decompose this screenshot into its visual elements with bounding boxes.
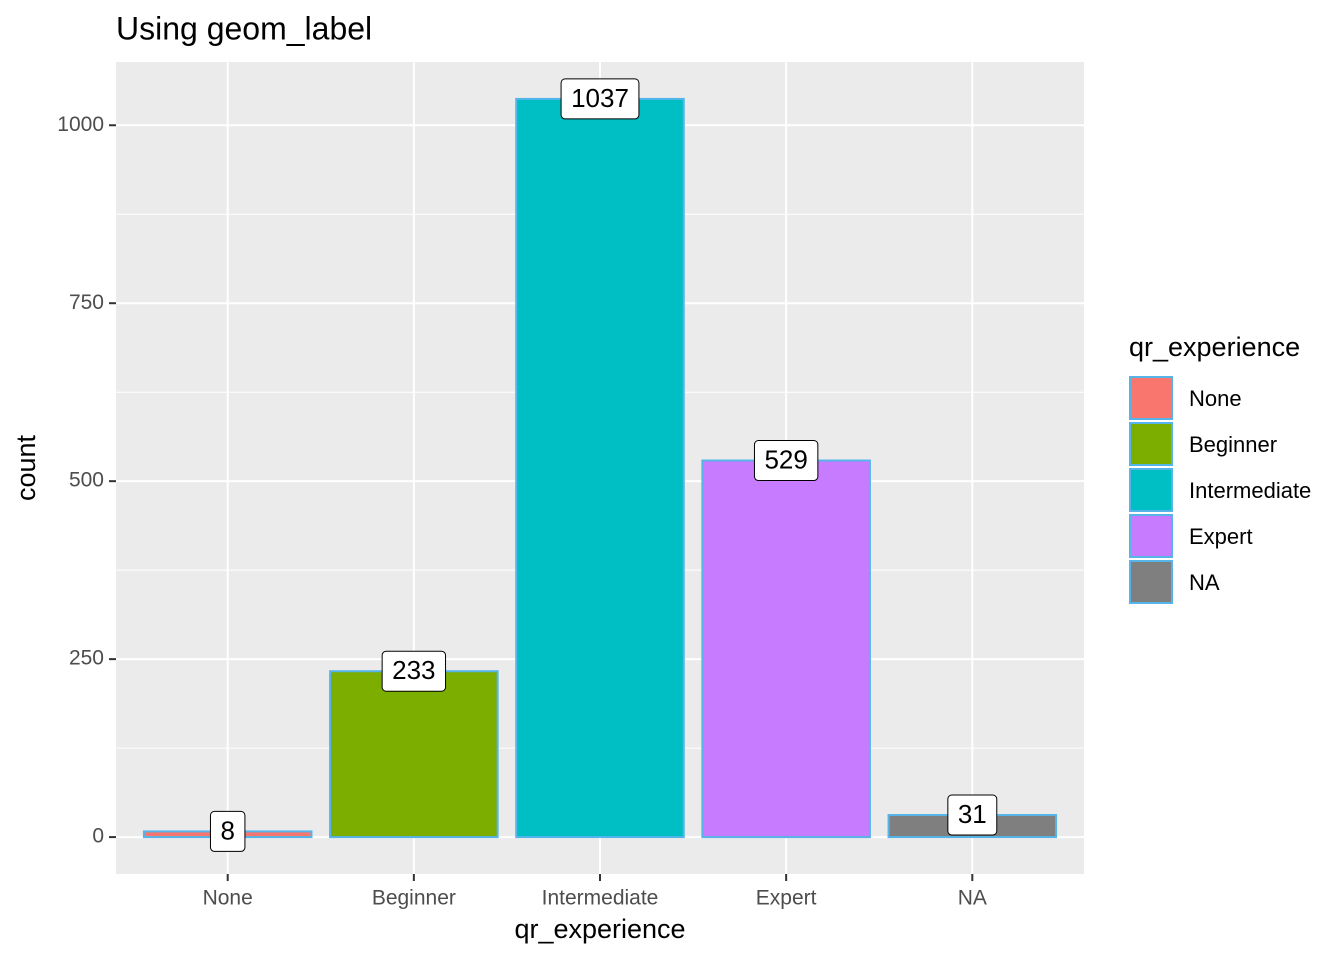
y-tick-label: 250 [69, 647, 104, 670]
y-tick-label: 500 [69, 469, 104, 492]
value-label: 233 [392, 655, 435, 685]
legend-label: NA [1189, 570, 1220, 595]
value-label-box [560, 78, 640, 120]
legend-key [1129, 514, 1173, 558]
legend-label: Intermediate [1189, 478, 1311, 503]
y-tick-label: 1000 [57, 113, 104, 136]
legend-label: Beginner [1189, 432, 1277, 457]
x-axis-label: qr_experience [514, 914, 685, 944]
legend-title: qr_experience [1129, 332, 1300, 362]
x-tick-label: Expert [756, 887, 817, 910]
value-label-box [209, 810, 246, 852]
value-label-box [381, 650, 447, 692]
value-label: 31 [958, 799, 987, 829]
x-tick-label: Intermediate [542, 887, 659, 910]
bar [701, 459, 871, 839]
x-tick-label: Beginner [372, 887, 456, 910]
value-label-box [753, 440, 819, 482]
x-tick-label: None [203, 887, 253, 910]
value-label: 8 [220, 815, 234, 845]
value-label: 529 [764, 444, 807, 474]
legend-key [1129, 376, 1173, 420]
y-tick-label: 0 [92, 825, 104, 848]
bar [515, 97, 685, 839]
x-tick-label: NA [958, 887, 987, 910]
y-axis-label: count [11, 434, 41, 501]
value-label: 1037 [571, 83, 629, 113]
legend-key [1129, 560, 1173, 604]
value-label-box [947, 794, 998, 836]
chart-title: Using geom_label [116, 10, 372, 46]
bar [329, 670, 499, 839]
legend-label: None [1189, 386, 1242, 411]
legend-label: Expert [1189, 524, 1253, 549]
y-tick-label: 750 [69, 291, 104, 314]
legend-key [1129, 468, 1173, 512]
legend-key [1129, 422, 1173, 466]
